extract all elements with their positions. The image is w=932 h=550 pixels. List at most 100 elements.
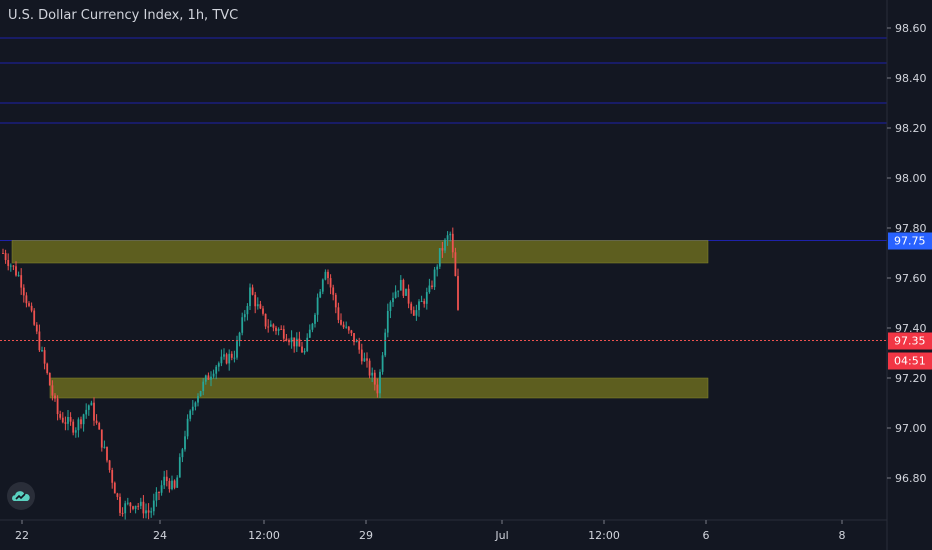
candle-body bbox=[288, 340, 290, 343]
candle-body bbox=[202, 381, 205, 392]
candle-body bbox=[451, 233, 454, 253]
price-axis[interactable]: 98.60 98.40 98.20 98.00 97.80 97.60 97.40 97.20… bbox=[887, 22, 927, 485]
candle-body bbox=[314, 314, 316, 324]
candle-body bbox=[275, 327, 277, 331]
candle-body bbox=[392, 297, 394, 303]
candle-body bbox=[243, 314, 246, 318]
candle-body bbox=[186, 418, 189, 437]
candle-body bbox=[277, 328, 280, 331]
candle-body bbox=[340, 319, 342, 325]
candle-body bbox=[134, 505, 137, 509]
candle-body bbox=[389, 302, 392, 311]
candle-body bbox=[436, 266, 439, 270]
candle-body bbox=[132, 506, 134, 509]
candle-body bbox=[12, 265, 15, 267]
candle-body bbox=[363, 358, 366, 362]
candle-body bbox=[420, 301, 423, 303]
chart-title: U.S. Dollar Currency Index, 1h, TVC bbox=[8, 8, 239, 23]
time-tick-label: 22 bbox=[15, 529, 29, 542]
candle-body bbox=[438, 248, 441, 267]
candle-body bbox=[95, 420, 98, 423]
candle-body bbox=[173, 480, 176, 488]
candle-body bbox=[124, 503, 127, 514]
candle-body bbox=[191, 406, 194, 411]
candle-body bbox=[82, 414, 85, 425]
candle-body bbox=[293, 337, 296, 347]
time-axis[interactable]: 22 24 12:00 29 Jul 12:00 6 8 bbox=[15, 520, 846, 542]
price-zone bbox=[11, 240, 709, 264]
candle-body bbox=[334, 294, 337, 308]
candle-body bbox=[228, 353, 231, 364]
candle-body bbox=[321, 279, 324, 292]
candle-body bbox=[168, 480, 171, 490]
price-tick-label: 98.60 bbox=[895, 22, 927, 35]
candle-body bbox=[2, 253, 4, 254]
price-tick-label: 96.80 bbox=[895, 472, 927, 485]
candle-body bbox=[254, 294, 257, 307]
candle-body bbox=[225, 354, 228, 364]
candle-body bbox=[119, 496, 121, 513]
candle-body bbox=[4, 253, 7, 261]
candle-body bbox=[163, 476, 166, 486]
candle-body bbox=[410, 303, 413, 311]
tradingview-cloud-icon[interactable] bbox=[7, 482, 35, 510]
candle-body bbox=[54, 395, 56, 399]
candle-body bbox=[61, 417, 64, 423]
candle-body bbox=[22, 287, 25, 296]
candle-body bbox=[316, 297, 319, 315]
candle-body bbox=[290, 337, 293, 343]
candle-body bbox=[85, 409, 88, 415]
candle-body bbox=[207, 375, 210, 380]
price-tick-label: 98.00 bbox=[895, 172, 927, 185]
candle-body bbox=[272, 324, 275, 328]
candle-body bbox=[423, 301, 426, 304]
candle-body bbox=[399, 279, 402, 291]
candle-body bbox=[233, 357, 236, 359]
candle-body bbox=[15, 266, 17, 276]
candle-body bbox=[67, 416, 69, 424]
support-resistance-zones bbox=[11, 240, 709, 399]
candle-body bbox=[35, 324, 38, 332]
candle-body bbox=[215, 366, 218, 374]
candle-body bbox=[444, 239, 446, 251]
candle-body bbox=[74, 430, 77, 433]
candle-body bbox=[194, 402, 197, 407]
candle-body bbox=[454, 252, 457, 277]
candle-body bbox=[139, 501, 142, 506]
candle-body bbox=[210, 376, 212, 380]
candle-body bbox=[236, 341, 238, 358]
candle-body bbox=[51, 385, 54, 396]
candle-body bbox=[176, 477, 179, 488]
price-tick-label: 97.00 bbox=[895, 422, 927, 435]
horizontal-lines bbox=[0, 37, 887, 241]
time-tick-label: 29 bbox=[359, 529, 373, 542]
candle-body bbox=[77, 419, 80, 431]
candle-body bbox=[38, 331, 41, 351]
candle-body bbox=[366, 358, 368, 361]
candle-body bbox=[285, 338, 288, 341]
candle-body bbox=[402, 279, 405, 296]
candle-body bbox=[197, 396, 199, 403]
candle-body bbox=[230, 353, 233, 358]
candle-body bbox=[43, 350, 46, 364]
candle-body bbox=[412, 310, 415, 316]
candle-body bbox=[46, 363, 49, 374]
price-tick-label: 97.80 bbox=[895, 222, 927, 235]
candle-body bbox=[337, 307, 340, 320]
candle-body bbox=[178, 457, 181, 478]
candle-body bbox=[72, 421, 75, 433]
candle-body bbox=[165, 476, 168, 481]
candle-body bbox=[217, 363, 220, 367]
candle-body bbox=[204, 375, 207, 382]
candle-body bbox=[358, 341, 361, 350]
candle-body bbox=[103, 446, 106, 448]
candle-body bbox=[41, 350, 43, 352]
candle-body bbox=[93, 402, 95, 421]
candle-body bbox=[33, 310, 36, 325]
candle-body bbox=[155, 491, 158, 501]
candle-body bbox=[428, 285, 431, 293]
time-tick-label: 12:00 bbox=[248, 529, 280, 542]
candle-body bbox=[376, 384, 379, 394]
price-tick-label: 97.20 bbox=[895, 372, 927, 385]
